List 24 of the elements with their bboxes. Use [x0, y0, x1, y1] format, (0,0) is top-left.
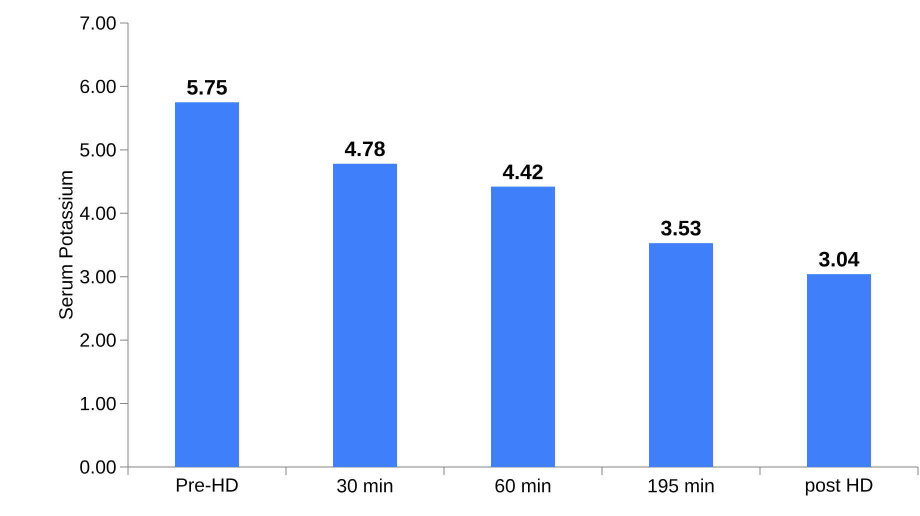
x-tick-label: Pre-HD: [176, 478, 238, 492]
bar: [806, 274, 871, 467]
y-tick-label: 1.00: [80, 396, 116, 410]
y-tick-label: 6.00: [80, 80, 116, 94]
y-tick-label: 7.00: [80, 16, 116, 30]
bar: [491, 186, 555, 467]
bar: [333, 164, 398, 467]
y-tick-label: 5.00: [80, 143, 116, 157]
y-axis-title: Serum Potassium: [58, 171, 73, 320]
data-label: 4.42: [502, 164, 543, 180]
data-label: 5.75: [187, 80, 227, 95]
bar: [649, 243, 713, 467]
data-label: 3.53: [661, 220, 701, 236]
y-tick-label: 0.00: [80, 460, 116, 474]
x-tick-label: 30 min: [337, 478, 392, 492]
y-tick-label: 2.00: [80, 333, 116, 347]
y-tick-label: 3.00: [80, 270, 116, 284]
bar: [175, 102, 240, 467]
data-label: 4.78: [344, 141, 385, 156]
x-tick-label: 60 min: [495, 478, 550, 492]
data-label: 3.04: [819, 252, 860, 267]
y-tick-label: 4.00: [80, 206, 116, 220]
x-tick-label: 195 min: [648, 478, 714, 492]
x-tick-label: post HD: [806, 478, 872, 496]
